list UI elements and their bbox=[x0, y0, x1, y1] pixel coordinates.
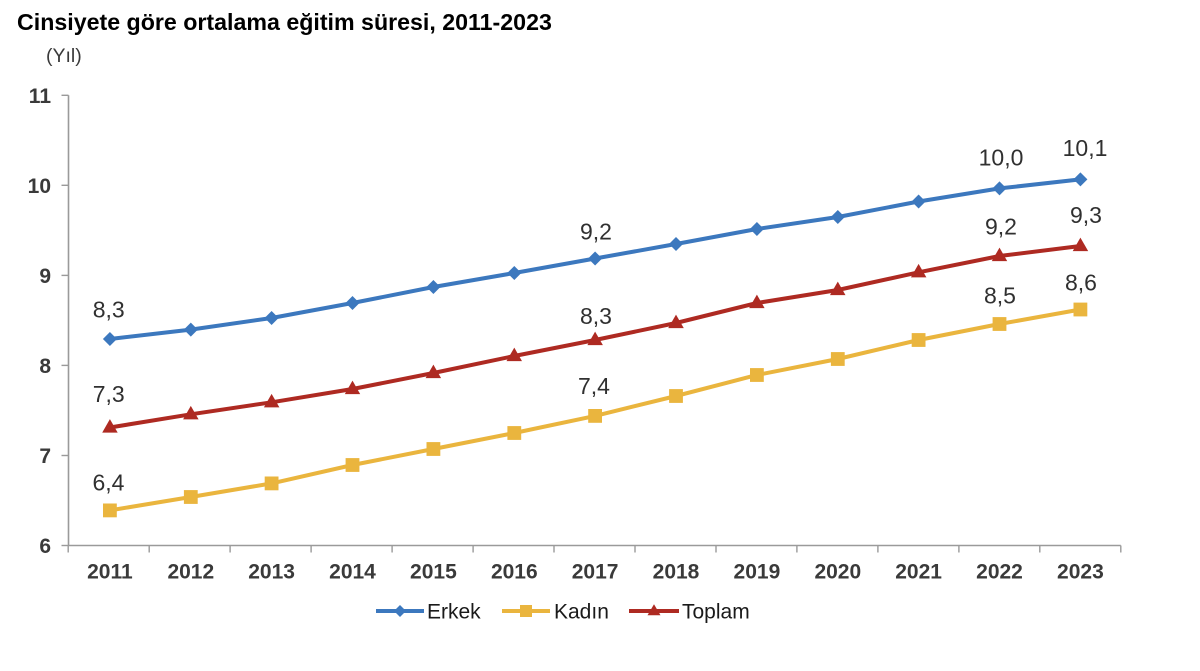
svg-text:10,1: 10,1 bbox=[1063, 135, 1108, 161]
svg-text:2019: 2019 bbox=[734, 561, 781, 584]
svg-text:7,4: 7,4 bbox=[578, 373, 610, 399]
svg-text:10,0: 10,0 bbox=[979, 144, 1024, 170]
svg-text:2012: 2012 bbox=[167, 561, 214, 584]
svg-text:8: 8 bbox=[39, 355, 51, 378]
svg-text:7: 7 bbox=[39, 445, 51, 468]
svg-text:8,3: 8,3 bbox=[580, 303, 612, 329]
svg-text:9,2: 9,2 bbox=[580, 218, 612, 244]
svg-text:8,5: 8,5 bbox=[984, 282, 1016, 308]
svg-text:2020: 2020 bbox=[814, 561, 861, 584]
svg-text:Toplam: Toplam bbox=[682, 601, 750, 624]
svg-text:2021: 2021 bbox=[895, 561, 942, 584]
svg-text:2013: 2013 bbox=[248, 561, 295, 584]
svg-text:2022: 2022 bbox=[976, 561, 1023, 584]
svg-text:Erkek: Erkek bbox=[427, 601, 481, 624]
svg-text:9,3: 9,3 bbox=[1070, 202, 1102, 228]
svg-text:Cinsiyete göre ortalama eğitim: Cinsiyete göre ortalama eğitim süresi, 2… bbox=[17, 9, 552, 35]
svg-text:6: 6 bbox=[39, 535, 51, 558]
svg-text:11: 11 bbox=[29, 85, 52, 108]
svg-text:6,4: 6,4 bbox=[93, 469, 125, 495]
svg-text:2018: 2018 bbox=[653, 561, 700, 584]
svg-text:Kadın: Kadın bbox=[554, 601, 609, 624]
svg-text:2015: 2015 bbox=[410, 561, 457, 584]
svg-text:2023: 2023 bbox=[1057, 561, 1104, 584]
svg-text:2016: 2016 bbox=[491, 561, 538, 584]
svg-text:9: 9 bbox=[39, 265, 51, 288]
svg-text:10: 10 bbox=[28, 175, 51, 198]
svg-text:(Yıl): (Yıl) bbox=[46, 45, 82, 67]
svg-text:2011: 2011 bbox=[87, 561, 133, 584]
svg-text:2017: 2017 bbox=[572, 561, 619, 584]
svg-text:9,2: 9,2 bbox=[985, 213, 1017, 239]
svg-text:2014: 2014 bbox=[329, 561, 376, 584]
svg-text:8,6: 8,6 bbox=[1065, 269, 1097, 295]
svg-text:7,3: 7,3 bbox=[93, 381, 125, 407]
svg-text:8,3: 8,3 bbox=[93, 296, 125, 322]
